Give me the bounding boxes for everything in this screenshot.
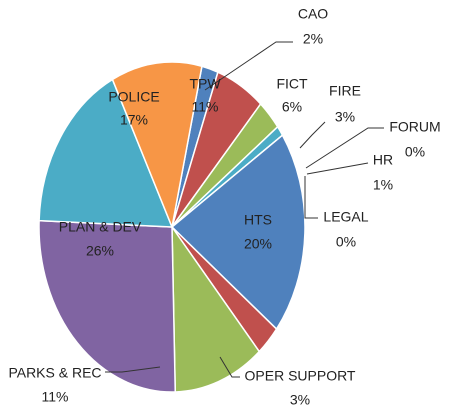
leader-line [299,121,326,149]
slice-label: HTS [244,212,272,228]
leader-line [105,366,161,373]
leader-lines [105,41,384,378]
leader-line [305,127,384,169]
slice-label: PLAN & DEV [59,219,142,235]
leader-line [204,41,293,91]
slice-value-label: 2% [303,31,323,47]
slice-label: FICT [276,76,308,92]
slice-value-label: 17% [120,112,148,128]
pie-slice [38,219,177,393]
slice-label: FORUM [389,119,440,135]
slice-value-label: 11% [42,389,69,405]
slice-value-label: 26% [86,243,114,259]
slice-value-label: 11% [192,99,219,115]
slice-value-label: 20% [244,236,272,252]
slice-value-label: 3% [290,392,310,408]
pie-slice [170,134,306,331]
slice-label: FIRE [329,83,361,99]
slice-label: OPER SUPPORT [245,368,356,384]
leader-line [219,356,240,378]
slice-value-label: 6% [282,99,302,115]
slice-label: CAO [298,6,328,22]
pie-slice [38,78,174,228]
slice-value-label: 1% [373,177,393,193]
leader-line [306,162,369,175]
slice-value-label: 3% [335,109,355,125]
slice-label: HR [373,152,393,168]
slice-label: LEGAL [323,209,368,225]
slice-label: TPW [189,76,221,92]
slice-label: POLICE [108,89,159,105]
pie [38,61,306,393]
slice-value-label: 0% [336,234,356,250]
pie-slice [171,224,261,393]
slice-value-label: 0% [405,144,425,160]
leader-line [304,176,318,219]
pie-slice [111,61,203,230]
slice-label: PARKS & REC [8,365,101,381]
